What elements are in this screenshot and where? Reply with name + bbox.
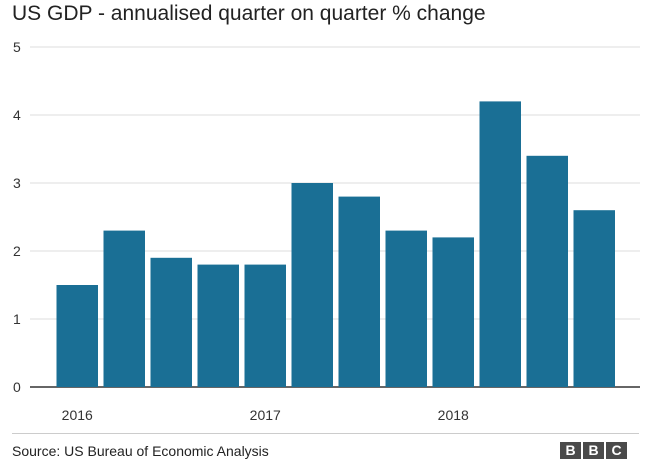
y-tick-label: 1 — [13, 311, 21, 327]
bar — [150, 257, 192, 387]
y-tick-label: 3 — [13, 175, 21, 191]
bar — [573, 210, 615, 387]
y-tick-labels: 0 1 2 3 4 5 — [13, 39, 21, 395]
x-tick-label: 2016 — [62, 407, 93, 423]
y-tick-label: 2 — [13, 243, 21, 259]
x-tick-label: 2018 — [438, 407, 469, 423]
footer-divider — [12, 433, 639, 434]
bar — [526, 155, 568, 387]
bar — [103, 230, 145, 387]
source-note: Source: US Bureau of Economic Analysis — [12, 443, 269, 459]
bar — [197, 264, 239, 387]
bar — [479, 101, 521, 388]
bbc-logo-letter-3: C — [606, 442, 627, 459]
y-tick-label: 0 — [13, 379, 21, 395]
bar — [244, 264, 286, 387]
bar — [56, 285, 98, 387]
bar — [385, 230, 427, 387]
bbc-logo-letter-2: B — [583, 442, 604, 459]
bar — [338, 196, 380, 387]
bbc-logo: B B C — [560, 442, 627, 459]
bar — [291, 183, 333, 387]
bbc-logo-letter-1: B — [560, 442, 581, 459]
x-tick-label: 2017 — [250, 407, 281, 423]
chart-title: US GDP - annualised quarter on quarter %… — [12, 2, 486, 25]
bars — [56, 101, 615, 388]
y-tick-label: 4 — [13, 107, 21, 123]
gdp-bar-chart: 0 1 2 3 4 5 2016 2017 2018 — [13, 39, 640, 423]
bar — [432, 237, 474, 387]
x-tick-labels: 2016 2017 2018 — [62, 407, 469, 423]
y-tick-label: 5 — [13, 39, 21, 55]
